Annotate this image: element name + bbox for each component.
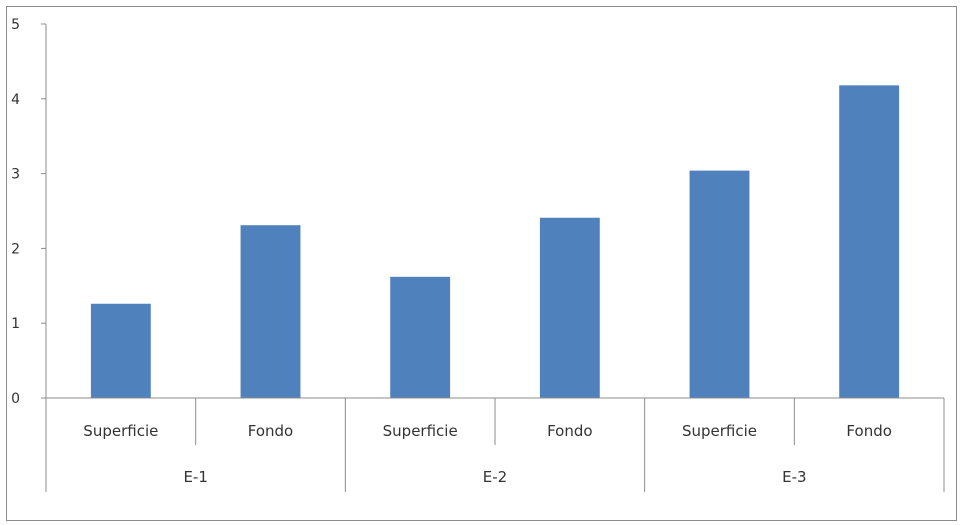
bar-e-2-fondo <box>540 218 600 398</box>
y-tick-label: 1 <box>11 316 20 332</box>
x-category-label: Fondo <box>248 422 293 440</box>
bar-e-1-superficie <box>91 304 151 398</box>
bar-e-3-fondo <box>839 85 899 398</box>
x-category-label: Superficie <box>383 422 458 440</box>
x-category-label: Superficie <box>83 422 158 440</box>
bar-e-1-fondo <box>241 225 301 398</box>
bar-e-2-superficie <box>390 277 450 398</box>
y-tick-label: 4 <box>11 92 20 108</box>
bar-e-3-superficie <box>690 171 750 398</box>
x-category-label: Superficie <box>682 422 757 440</box>
y-tick-label: 5 <box>11 17 20 33</box>
x-group-label: E-2 <box>483 468 507 486</box>
x-category-label: Fondo <box>547 422 592 440</box>
chart-border <box>7 7 957 521</box>
x-group-label: E-1 <box>183 468 207 486</box>
x-category-label: Fondo <box>846 422 891 440</box>
y-tick-label: 3 <box>11 167 20 183</box>
y-tick-label: 0 <box>11 391 20 407</box>
x-group-label: E-3 <box>782 468 806 486</box>
y-tick-label: 2 <box>11 241 20 257</box>
